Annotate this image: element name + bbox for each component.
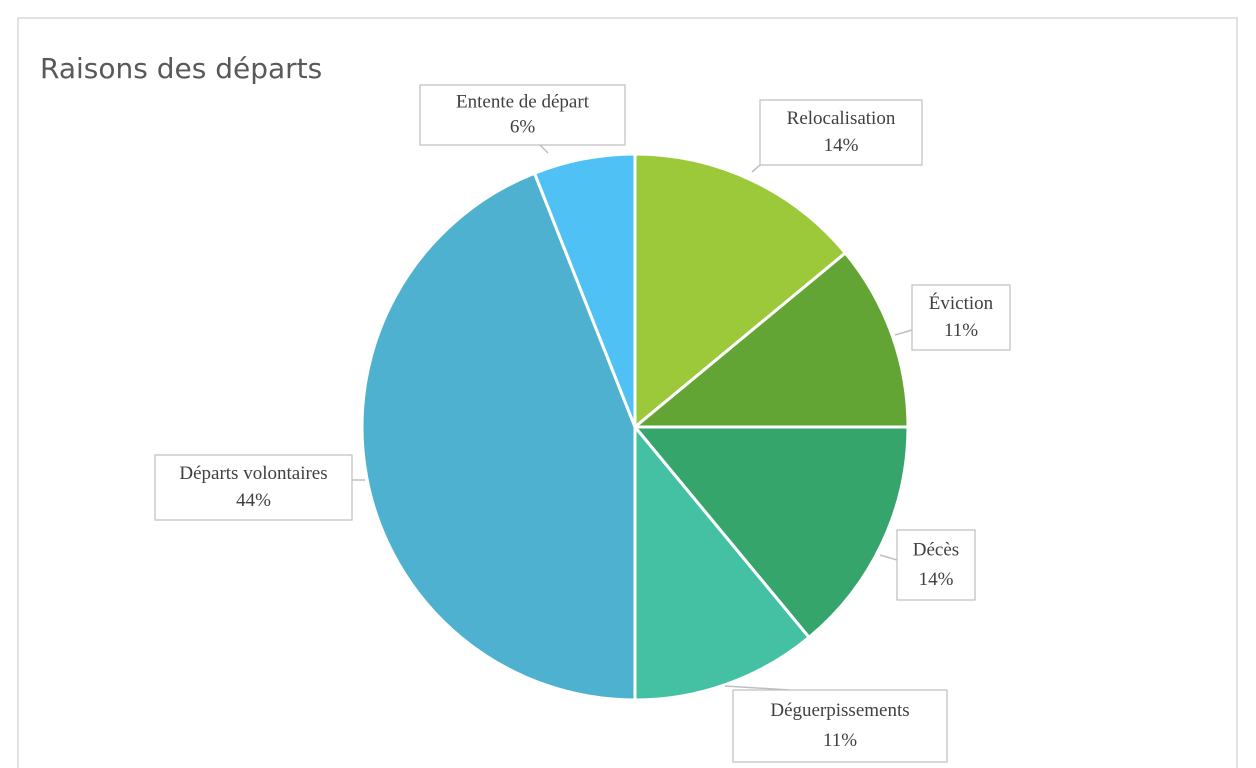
leader-line xyxy=(539,144,549,154)
pie-slice xyxy=(630,250,910,429)
leader-line xyxy=(724,685,791,691)
category-label: Entente de départ xyxy=(456,91,590,112)
label-box xyxy=(419,84,626,146)
pie-slice xyxy=(631,425,910,640)
category-label: Départs volontaires xyxy=(179,463,327,484)
label-box xyxy=(759,99,923,166)
category-label: Décès xyxy=(913,539,959,560)
category-label: Éviction xyxy=(929,292,994,314)
pie-slice xyxy=(633,422,812,702)
leader-line xyxy=(751,164,761,173)
label-box xyxy=(911,284,1011,351)
label-box xyxy=(732,689,948,763)
category-label: Relocalisation xyxy=(787,108,896,129)
leader-line xyxy=(894,329,913,336)
label-box xyxy=(154,454,353,521)
category-label: Déguerpissements xyxy=(770,700,909,721)
pie-slice xyxy=(633,152,848,431)
value-label: 6% xyxy=(510,117,536,138)
value-label: 14% xyxy=(824,135,859,156)
value-label: 11% xyxy=(823,730,857,751)
pie-slice xyxy=(360,171,637,702)
label-box xyxy=(896,529,976,601)
value-label: 14% xyxy=(919,569,954,590)
chart-title: Raisons des départs xyxy=(40,52,322,85)
leader-line xyxy=(879,554,898,561)
value-label: 44% xyxy=(236,490,271,511)
value-label: 11% xyxy=(944,320,978,341)
pie-slice xyxy=(532,152,637,428)
